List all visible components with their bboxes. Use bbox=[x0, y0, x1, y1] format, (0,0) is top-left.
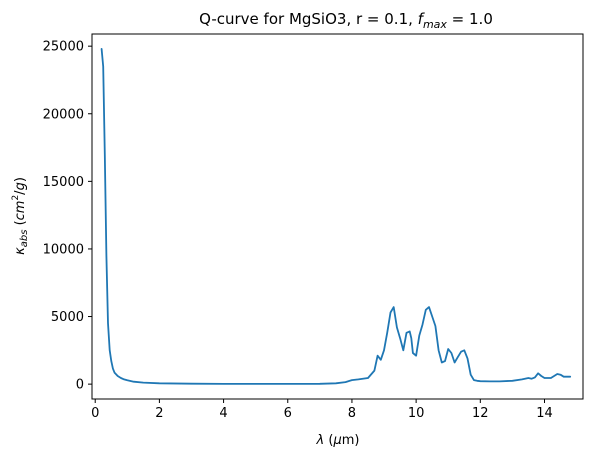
x-axis-label: λ (μm) bbox=[316, 433, 360, 448]
axis-ticks: 0 2 4 6 8 10 12 14 0 5000 10000 15000 20000 25000 bbox=[43, 40, 553, 421]
y-tick-label: 10000 bbox=[43, 242, 84, 257]
x-tick-label: 10 bbox=[408, 406, 425, 421]
axes-frame bbox=[91, 33, 584, 400]
y-tick-label: 0 bbox=[76, 378, 84, 393]
x-tick-label: 2 bbox=[155, 406, 163, 421]
y-tick-label: 15000 bbox=[43, 175, 84, 190]
y-tick-label: 25000 bbox=[43, 40, 84, 55]
x-tick-label: 0 bbox=[91, 406, 99, 421]
x-tick-label: 14 bbox=[536, 406, 553, 421]
plot-area bbox=[100, 48, 572, 385]
y-axis-label: κabs (cm2/g) bbox=[11, 177, 30, 255]
x-tick-label: 8 bbox=[348, 406, 356, 421]
y-tick-label: 5000 bbox=[51, 310, 84, 325]
x-tick-label: 4 bbox=[219, 406, 227, 421]
series-line-0 bbox=[100, 48, 572, 385]
x-tick-label: 6 bbox=[284, 406, 292, 421]
x-tick-label: 12 bbox=[472, 406, 489, 421]
chart-title: Q-curve for MgSiO3, r = 0.1, fmax = 1.0 bbox=[199, 10, 493, 31]
y-tick-label: 20000 bbox=[43, 107, 84, 122]
